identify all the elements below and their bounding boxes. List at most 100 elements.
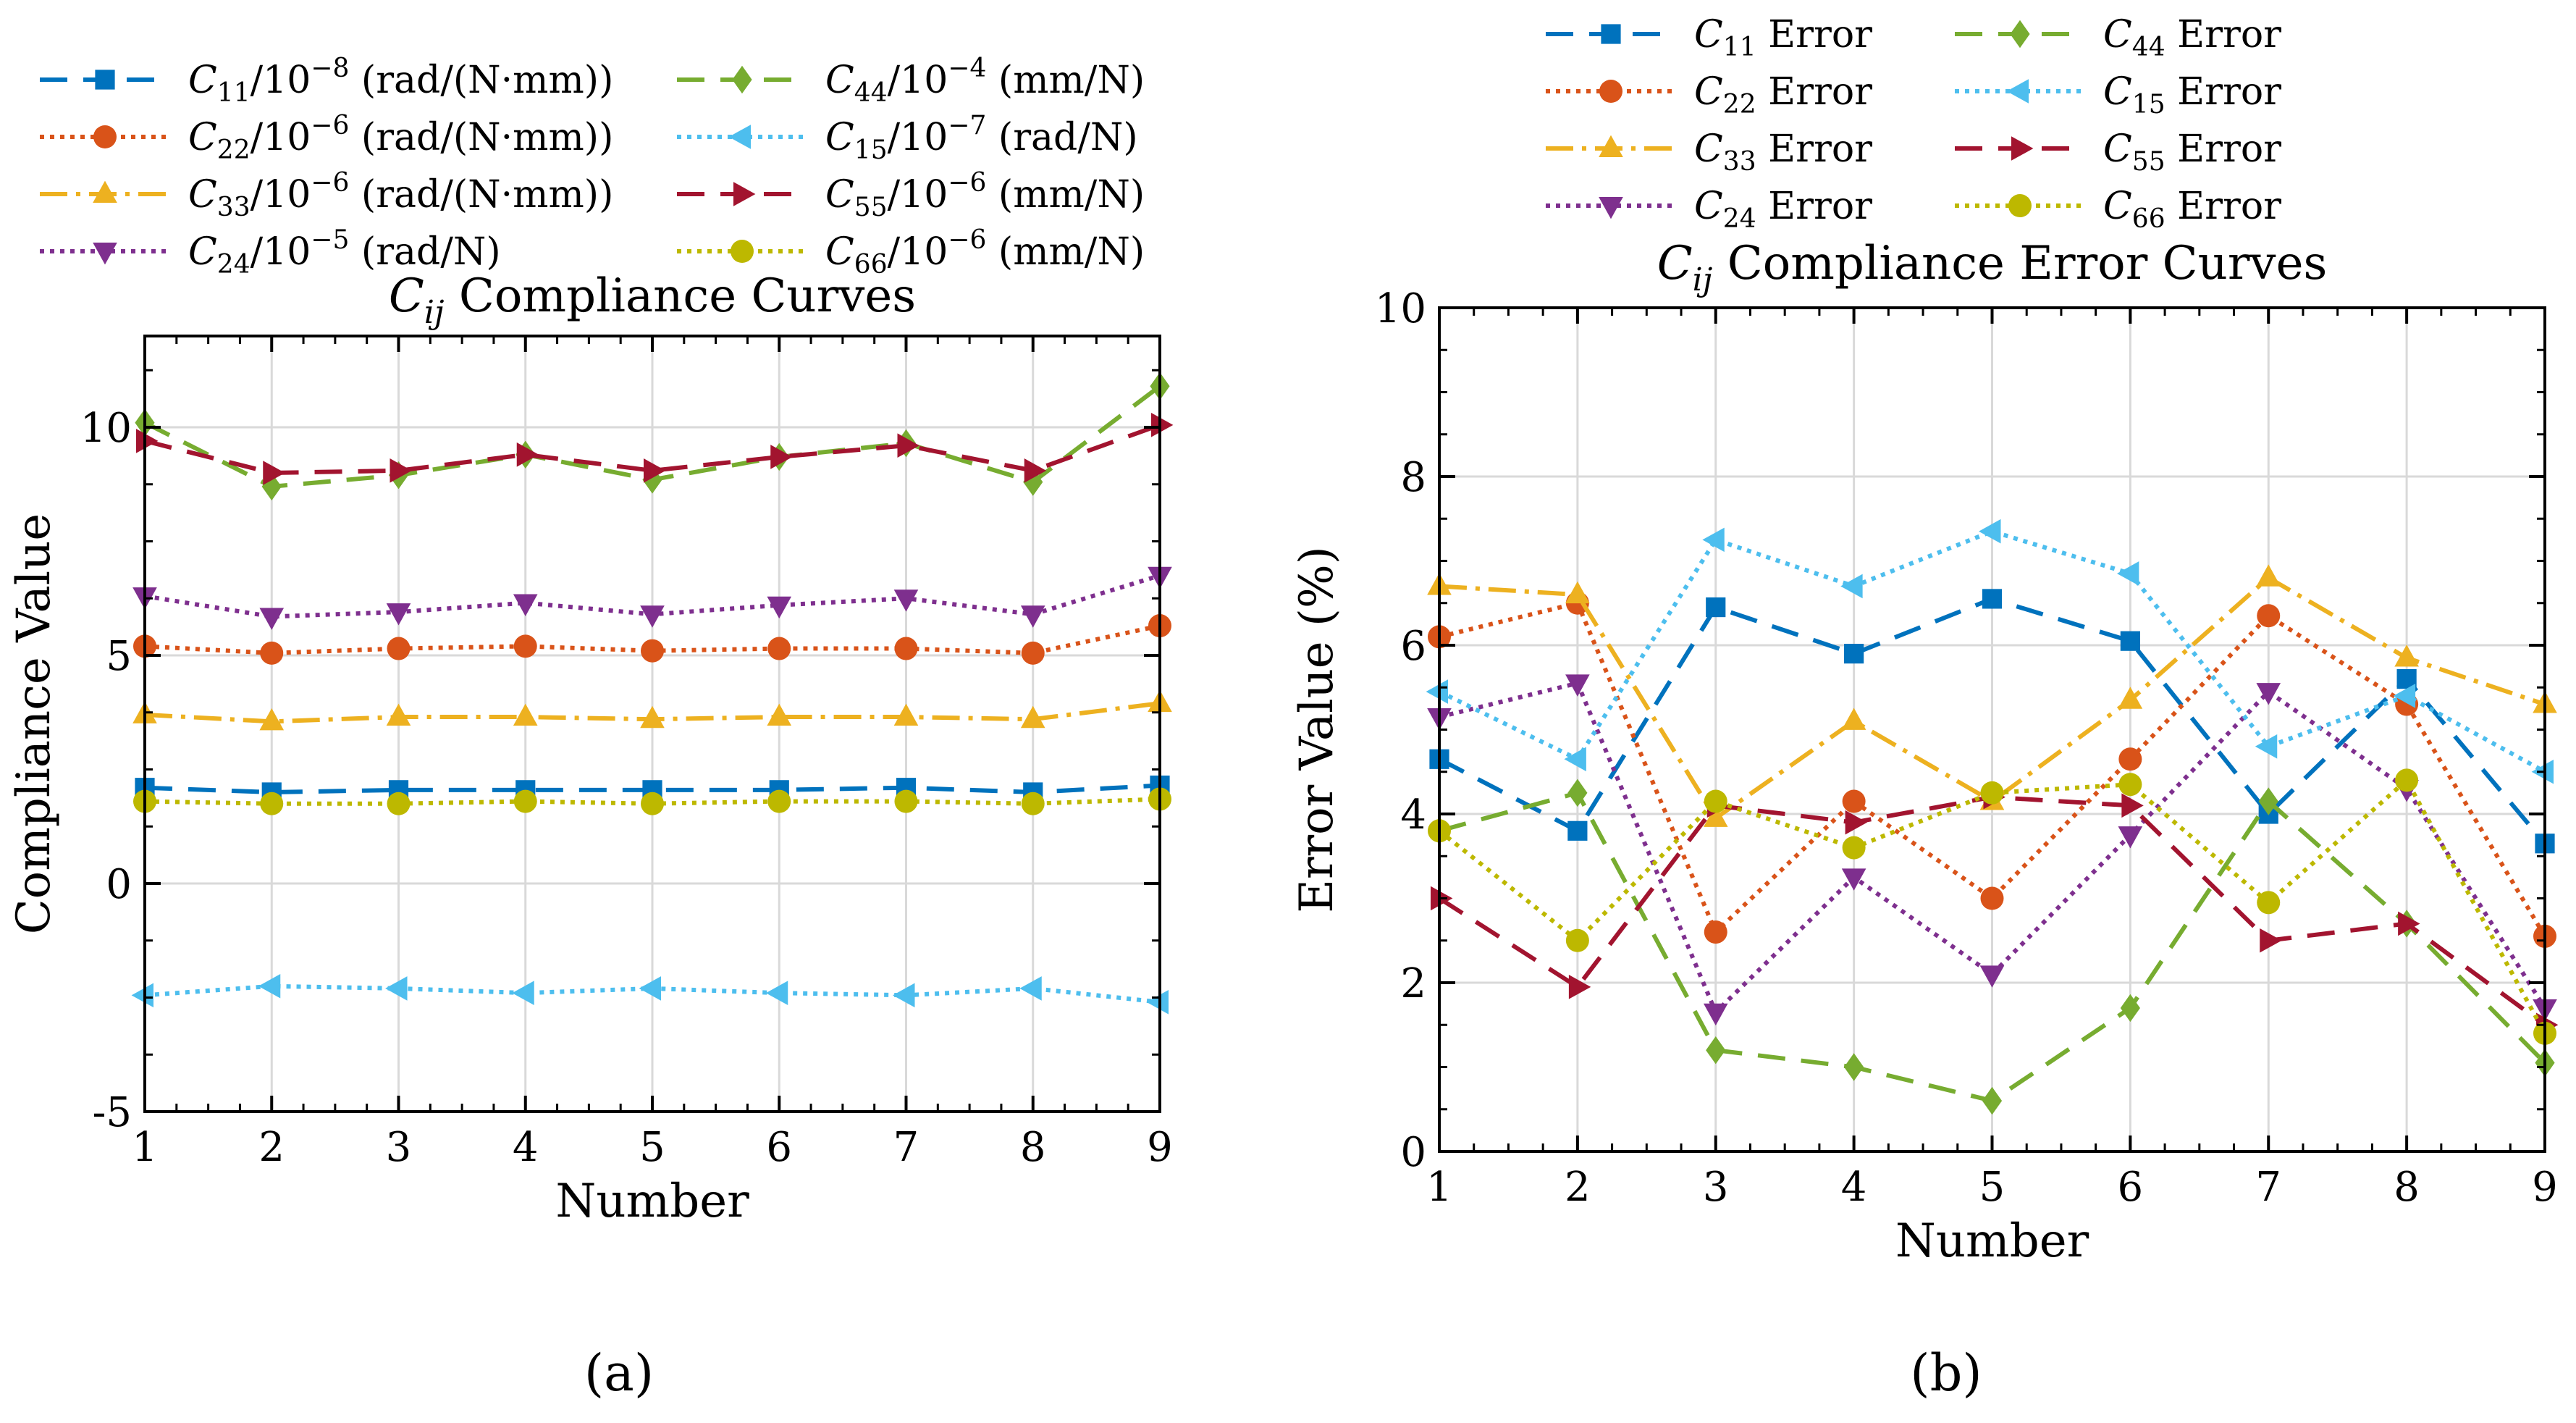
chart-a-x-tick-label: 6	[766, 1124, 792, 1171]
chart-a-series-7-point-2	[387, 792, 411, 815]
chart-b-series-5-point-5	[2116, 561, 2139, 586]
chart-b-y-tick-label: 10	[1375, 285, 1426, 332]
chart-b-legend-symbol: C	[2103, 127, 2132, 171]
chart-a-legend-label-7: C66/10−6 (mm/N)	[825, 225, 1145, 280]
chart-a-series-7-point-5	[767, 789, 791, 813]
chart-a-legend-scale: /10	[251, 116, 311, 159]
chart-a-series-2-point-3	[513, 703, 538, 726]
chart-a-legend-subscript: 22	[217, 135, 251, 165]
chart-a-legend-item-2: C33/10−6 (rad/(N·mm))	[40, 168, 613, 222]
chart-a-series-5-point-6	[893, 983, 915, 1008]
chart-a-y-tick-label: 10	[80, 405, 132, 452]
chart-b-legend-subscript: 55	[2132, 147, 2165, 177]
chart-a-series-5-point-7	[1019, 976, 1042, 1001]
chart-b-legend-marker-5	[2006, 79, 2029, 104]
chart-a-series-3-point-3	[513, 594, 538, 616]
chart-b-y-tick-label: 2	[1400, 960, 1426, 1007]
chart-a-series-3-point-4	[640, 605, 665, 628]
chart-b-legend-text: Error	[1756, 70, 1873, 114]
chart-a-legend-marker-0	[95, 70, 115, 90]
chart-a-y-axis-label: Compliance Value	[7, 513, 61, 935]
chart-a-series-1-point-5	[767, 637, 791, 660]
chart-a-series-6-point-5	[770, 445, 793, 469]
chart-a-series-4-point-4	[642, 466, 662, 494]
chart-b-legend-marker-7	[2008, 194, 2032, 217]
chart-b-legend-text: Error	[1756, 13, 1873, 56]
chart-b-tick-marks	[1438, 306, 2546, 1153]
chart-a-legend-symbol: C	[825, 59, 854, 102]
chart-b-series-1-point-6	[2257, 604, 2281, 628]
chart-a-series-1-point-6	[894, 637, 918, 660]
chart-a-legend-unit: (rad/(N·mm))	[349, 116, 613, 159]
chart-b-x-tick-label: 8	[2394, 1164, 2420, 1211]
chart-a-tick-marks	[143, 336, 1161, 1113]
chart-b-legend-label-2: C33 Error	[1694, 127, 1872, 177]
chart-a-legend-exponent: −6	[948, 225, 986, 255]
chart-b-y-axis-label: Error Value (%)	[1290, 546, 1344, 913]
chart-a-legend-subscript: 66	[854, 250, 888, 280]
chart-b-y-tick-label: 8	[1400, 454, 1426, 501]
chart-b-title-subscript: ij	[1693, 261, 1713, 298]
chart-b-series-2-point-3	[1841, 708, 1866, 730]
chart-b-series-0-point-1	[1567, 820, 1588, 841]
chart-a-compliance-curves: 1 2 3 4 5 6 7 8 9 -5 0 5 10 Number Compliance Value Cij…	[7, 54, 1174, 1228]
chart-b-series-1-point-4	[1980, 886, 2004, 910]
chart-b-series-5-point-0	[1426, 679, 1448, 704]
chart-b-series-4	[1429, 778, 2555, 1115]
chart-a-legend-unit: (rad/(N·mm))	[349, 173, 613, 217]
chart-a-series-2-point-4	[640, 705, 665, 729]
chart-b-legend-symbol: C	[1694, 13, 1723, 56]
chart-a-legend-exponent: −6	[311, 111, 349, 140]
chart-b-legend-item-6: C55 Error	[1955, 127, 2281, 177]
chart-b-x-tick-label: 1	[1426, 1164, 1452, 1211]
chart-b-legend-item-0: C11 Error	[1546, 13, 1872, 62]
chart-a-legend-unit: (mm/N)	[986, 59, 1145, 102]
chart-b-series-5-point-6	[2255, 734, 2278, 759]
chart-a-legend-item-6: C55/10−6 (mm/N)	[677, 168, 1145, 222]
chart-a-legend-subscript: 55	[854, 193, 888, 222]
chart-b-x-tick-label: 7	[2255, 1164, 2281, 1211]
chart-b-series-2-point-1	[1565, 581, 1590, 604]
chart-b-x-tick-label: 6	[2118, 1164, 2144, 1211]
chart-a-series-5	[131, 973, 1169, 1015]
chart-a-legend-symbol: C	[188, 59, 217, 102]
chart-a-series-3	[132, 566, 1172, 630]
chart-b-series-5-point-3	[1840, 574, 1863, 599]
chart-a-legend-item-5: C15/10−7 (rad/N)	[677, 111, 1138, 165]
chart-b-series-4-point-5	[2120, 994, 2140, 1023]
chart-b-series-0-point-2	[1706, 597, 1726, 618]
chart-a-series-2-point-5	[767, 703, 792, 726]
chart-a-legend-scale: /10	[888, 59, 948, 102]
chart-b-legend-label-3: C24 Error	[1694, 185, 1872, 234]
chart-a-x-tick-label: 5	[639, 1124, 665, 1171]
chart-a-series-line-0	[144, 783, 1161, 794]
chart-b-series-1-point-3	[1842, 789, 1866, 813]
chart-b-series-7-point-6	[2257, 891, 2281, 915]
chart-b-legend-text: Error	[1756, 185, 1873, 228]
chart-a-legend-label-3: C24/10−5 (rad/N)	[188, 225, 501, 280]
chart-b-legend-item-1: C22 Error	[1546, 70, 1872, 119]
chart-b-legend-label-7: C66 Error	[2103, 185, 2281, 234]
chart-a-series-3-point-1	[259, 608, 285, 630]
chart-a-legend-scale: /10	[888, 173, 948, 217]
chart-b-series-6-point-3	[1845, 810, 1868, 835]
chart-a-legend-label-4: C44/10−4 (mm/N)	[825, 54, 1145, 108]
chart-a-series-5-point-2	[385, 976, 408, 1001]
chart-a-x-tick-label: 9	[1147, 1124, 1173, 1171]
chart-b-series-5-point-7	[2393, 684, 2416, 708]
panel-label-b: (b)	[1910, 1343, 1982, 1403]
chart-a-x-tick-label: 1	[132, 1124, 158, 1171]
chart-a-legend-marker-5	[728, 125, 751, 149]
chart-a-legend-marker-2	[93, 180, 117, 203]
chart-a-x-tick-label: 4	[513, 1124, 539, 1171]
chart-b-series-3-point-4	[1979, 965, 2005, 988]
chart-b-series-2-point-7	[2394, 645, 2419, 667]
chart-b-legend-label-5: C15 Error	[2103, 70, 2281, 119]
chart-b-legend-item-7: C66 Error	[1955, 185, 2281, 234]
chart-a-series-6-point-4	[644, 458, 666, 483]
chart-a-legend-unit: (mm/N)	[986, 173, 1145, 217]
chart-b-y-tick-label: 4	[1400, 792, 1426, 839]
chart-b-series-4-point-3	[1844, 1053, 1864, 1081]
